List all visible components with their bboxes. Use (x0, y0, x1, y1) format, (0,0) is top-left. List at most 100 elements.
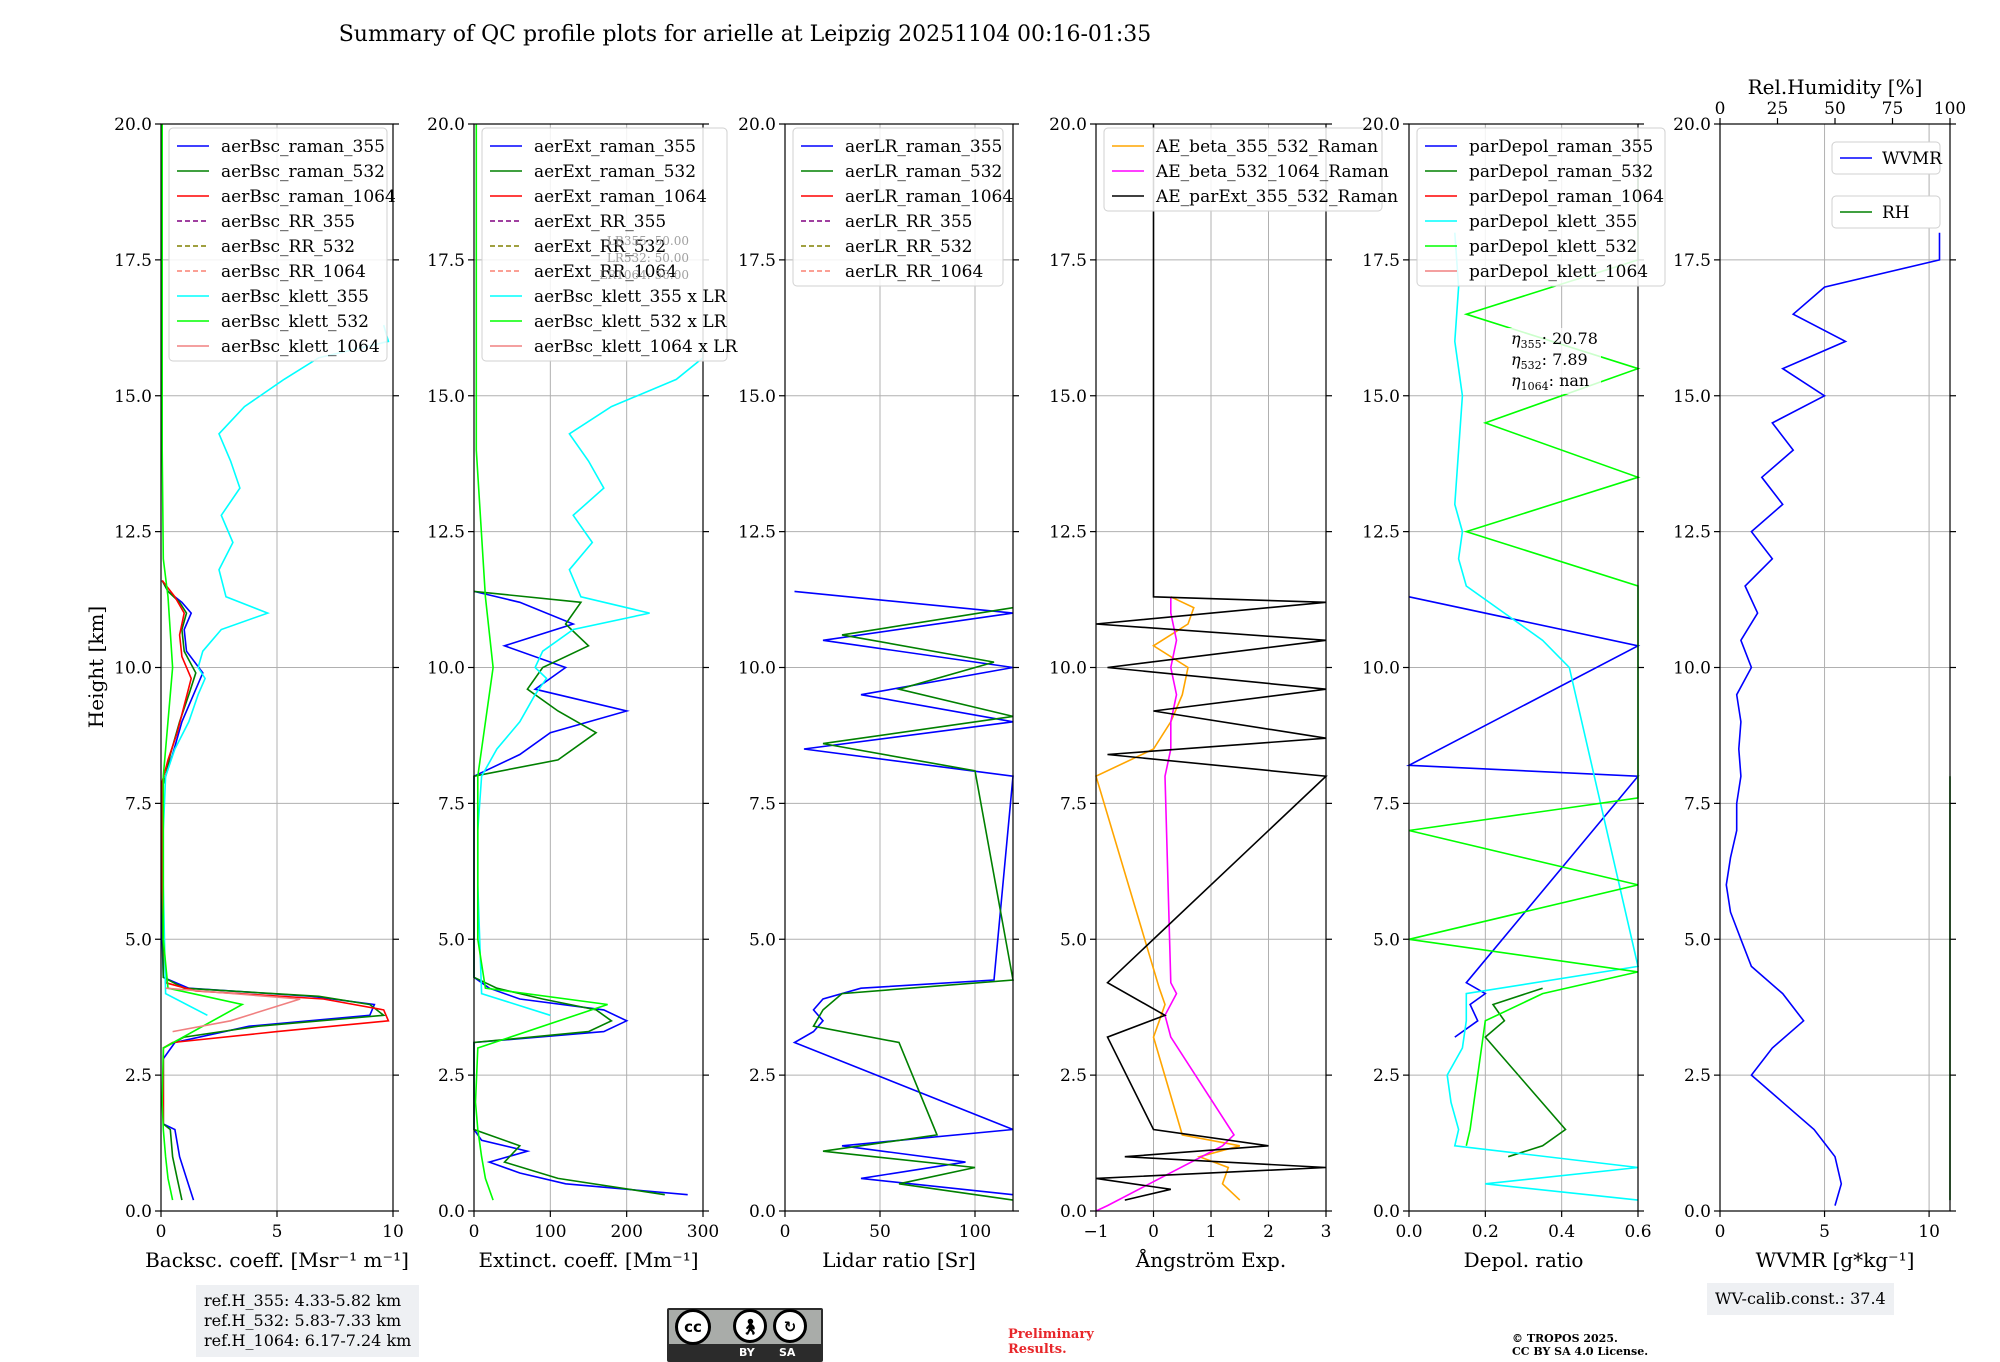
y-tick-label: 2.5 (125, 1066, 152, 1086)
x-tick-label: 3 (1321, 1222, 1332, 1242)
series-line-aerBsc_raman_1064 (161, 580, 390, 1124)
series-line-aerLR_raman_532 (812, 606, 1014, 1201)
x-tick-label: 100 (959, 1222, 991, 1242)
x-axis-label: Ångström Exp. (1135, 1247, 1286, 1272)
attribution-icon: 🚶︎ (733, 1309, 767, 1343)
legend-box (168, 127, 388, 362)
legend-label: aerExt_raman_532 (534, 162, 696, 182)
x-tick-label: 100 (534, 1222, 566, 1242)
legend-label: AE_parExt_355_532_Raman (1155, 187, 1398, 207)
legend-label: aerExt_raman_355 (534, 137, 696, 157)
y-tick-label: 15.0 (114, 387, 152, 407)
x-tick-label: 10 (1918, 1222, 1940, 1242)
legend-label: aerBsc_RR_355 (221, 212, 355, 232)
x-tick-label: 5 (1819, 1222, 1830, 1242)
y-tick-label: 17.5 (1049, 251, 1087, 271)
copyright-notice: © TROPOS 2025. CC BY SA 4.0 License. (1512, 1332, 1648, 1358)
y-tick-label: 20.0 (114, 115, 152, 135)
legend-label: parDepol_klett_355 (1469, 212, 1637, 232)
y-tick-label: 17.5 (114, 251, 152, 271)
legend-box (1831, 141, 1941, 175)
series-line-parDepol_klett_355 (1446, 232, 1639, 1201)
legend-label: aerLR_raman_1064 (845, 187, 1013, 207)
series-line-aerLR_raman_355 (792, 590, 1014, 1196)
preliminary-notice: Preliminary Results. (1008, 1327, 1094, 1357)
legend-box (1103, 127, 1383, 212)
legend-label: parDepol_raman_355 (1469, 137, 1653, 157)
series-line-AE_beta_355_532_Raman (1095, 596, 1241, 1201)
x-tick-label: −1 (1083, 1222, 1108, 1242)
y-tick-label: 12.5 (1362, 523, 1400, 543)
y-tick-label: 5.0 (1373, 930, 1400, 950)
y-tick-label: 10.0 (1049, 659, 1087, 679)
y-tick-label: 5.0 (749, 930, 776, 950)
top-x-tick-label: 25 (1767, 99, 1789, 119)
legend-label: aerBsc_klett_532 x LR (534, 312, 728, 332)
y-tick-label: 7.5 (749, 794, 776, 814)
x-tick-label: 0 (1715, 1222, 1726, 1242)
y-tick-label: 17.5 (738, 251, 776, 271)
panel-lidar_ratio: 0.0 2.5 5.0 7.5 10.0 12.5 15.0 17.5 20.0 0 50 100 Li… (738, 115, 1019, 1272)
y-tick-label: 2.5 (1373, 1066, 1400, 1086)
legend-label: aerLR_RR_355 (845, 212, 972, 232)
x-tick-label: 10 (382, 1222, 404, 1242)
legend-label: aerExt_raman_1064 (534, 187, 707, 207)
legend-label: aerBsc_raman_532 (221, 162, 385, 182)
legend-label: RH (1882, 203, 1910, 223)
series-line-aerBsc_klett_532 (161, 124, 245, 1201)
x-tick-label: 50 (869, 1222, 891, 1242)
x-tick-label: 0.2 (1472, 1222, 1499, 1242)
page-title: Summary of QC profile plots for arielle … (338, 22, 1152, 47)
lr-label: LR1064: 50.00 (599, 268, 689, 282)
y-tick-label: 0.0 (438, 1202, 465, 1222)
x-tick-label: 0 (469, 1222, 480, 1242)
legend-label: aerBsc_RR_1064 (221, 262, 366, 282)
y-tick-label: 10.0 (427, 659, 465, 679)
y-tick-label: 17.5 (1673, 251, 1711, 271)
x-tick-label: 0.4 (1548, 1222, 1575, 1242)
panel-extinction: 0.0 2.5 5.0 7.5 10.0 12.5 15.0 17.5 20.0 0 100 200 3… (427, 115, 738, 1272)
series-line-aerBsc_raman_532 (161, 580, 386, 1201)
license-sa-label: SA (779, 1346, 796, 1359)
top-x-axis-label: Rel.Humidity [%] (1748, 75, 1923, 99)
eta-value: : 7.89 (1542, 350, 1588, 369)
y-tick-label: 5.0 (1684, 930, 1711, 950)
legend-label: parDepol_klett_1064 (1469, 262, 1648, 282)
x-tick-label: 1 (1206, 1222, 1217, 1242)
y-tick-label: 0.0 (1684, 1202, 1711, 1222)
eta-label: η532: 7.89 (1511, 350, 1588, 372)
cc-license-badge: cc 🚶︎ ↻ BY SA (667, 1308, 823, 1362)
y-tick-label: 17.5 (1362, 251, 1400, 271)
y-tick-label: 15.0 (738, 387, 776, 407)
legend-label: aerBsc_klett_1064 x LR (534, 337, 738, 357)
legend-label: aerBsc_klett_355 (221, 287, 369, 307)
y-tick-label: 0.0 (749, 1202, 776, 1222)
legend-label: aerExt_RR_355 (534, 212, 666, 232)
eta-label: η1064: nan (1511, 371, 1589, 393)
y-tick-label: 2.5 (1060, 1066, 1087, 1086)
legend-label: aerLR_RR_1064 (845, 262, 983, 282)
y-tick-label: 10.0 (738, 659, 776, 679)
preliminary-line-1: Preliminary (1008, 1327, 1094, 1342)
eta-symbol: η (1511, 371, 1521, 390)
x-tick-label: 200 (610, 1222, 642, 1242)
y-tick-label: 20.0 (1362, 115, 1400, 135)
series-line-parDepol_raman_355 (1406, 596, 1641, 1038)
y-tick-label: 10.0 (1673, 659, 1711, 679)
y-tick-label: 7.5 (1060, 794, 1087, 814)
top-x-tick-label: 75 (1882, 99, 1904, 119)
eta-label: η355: 20.78 (1511, 329, 1598, 351)
y-tick-label: 7.5 (1373, 794, 1400, 814)
eta-symbol: η (1511, 329, 1521, 348)
x-tick-label: 5 (272, 1222, 283, 1242)
y-tick-label: 7.5 (1684, 794, 1711, 814)
y-tick-label: 2.5 (1684, 1066, 1711, 1086)
y-tick-label: 2.5 (749, 1066, 776, 1086)
series-line-WVMR (1725, 232, 1941, 1206)
x-tick-label: 0 (780, 1222, 791, 1242)
legend-box (481, 127, 728, 362)
y-tick-label: 12.5 (1049, 523, 1087, 543)
legend-label: aerBsc_klett_1064 (221, 337, 380, 357)
y-tick-label: 15.0 (1362, 387, 1400, 407)
